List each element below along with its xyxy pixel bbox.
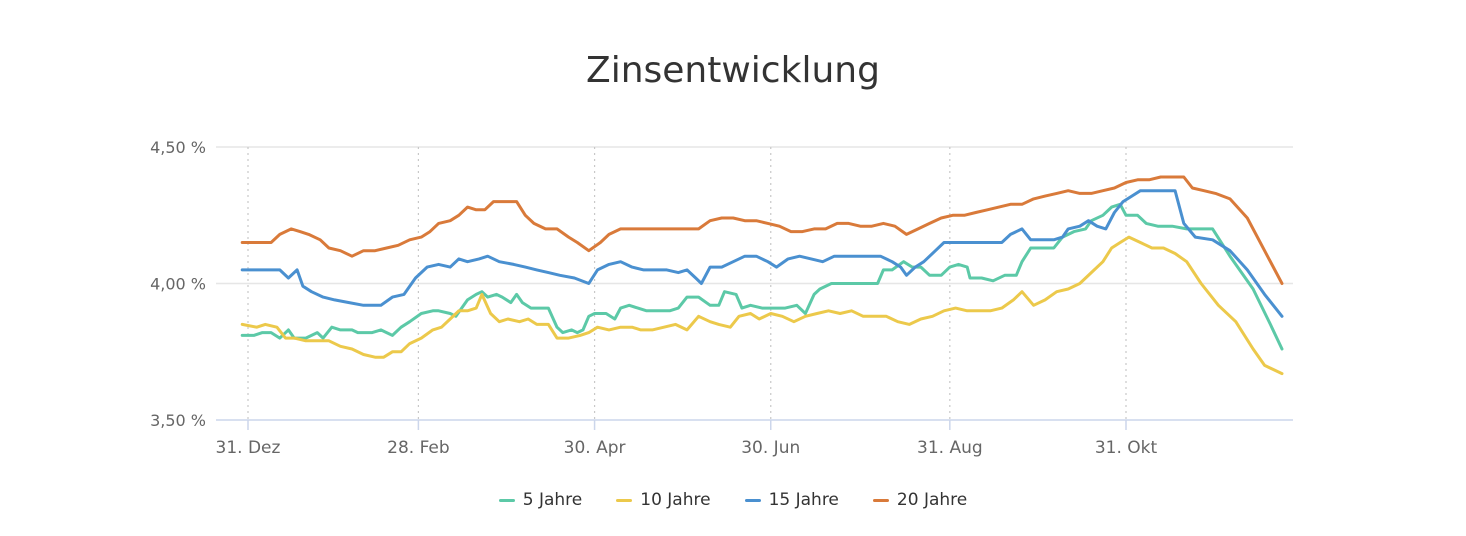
legend-item[interactable]: 5 Jahre (498, 490, 583, 510)
series-line-3 (240, 189, 1284, 318)
legend-label: 15 Jahre (768, 490, 839, 510)
legend-swatch (744, 498, 761, 502)
series-line-1 (240, 202, 1284, 351)
legend-label: 5 Jahre (522, 490, 583, 510)
y-tick-label: 4,00 % (150, 275, 206, 294)
y-tick-label: 3,50 % (150, 411, 206, 430)
series-line-4 (240, 175, 1284, 285)
legend-item[interactable]: 20 Jahre (872, 490, 968, 510)
x-tick-label: 30. Apr (564, 438, 626, 458)
legend-label: 10 Jahre (640, 490, 711, 510)
legend-item[interactable]: 10 Jahre (616, 490, 711, 510)
legend-item[interactable]: 15 Jahre (744, 490, 839, 510)
legend-swatch (498, 498, 515, 502)
legend-swatch (872, 498, 889, 502)
x-tick-label: 28. Feb (387, 438, 450, 458)
chart-title: Zinsentwicklung (586, 50, 880, 91)
y-tick-label: 4,50 % (150, 138, 206, 157)
axis-layer: 3,50 % 4,00 % 4,50 % 31. Dez 28. Feb 30. Apr 3… (150, 138, 1157, 458)
series-line-2 (240, 235, 1284, 376)
x-tick-label: 30. Jun (741, 438, 800, 458)
legend-label: 20 Jahre (896, 490, 968, 510)
legend-swatch (616, 498, 633, 502)
x-tick-label: 31. Dez (216, 438, 281, 458)
x-tick-label: 31. Okt (1095, 438, 1158, 458)
chart-legend: 5 Jahre 10 Jahre 15 Jahre 20 Jahre (0, 490, 1466, 510)
x-tick-label: 31. Aug (917, 438, 983, 458)
grid-layer (216, 146, 1293, 421)
series-layer (240, 175, 1284, 376)
